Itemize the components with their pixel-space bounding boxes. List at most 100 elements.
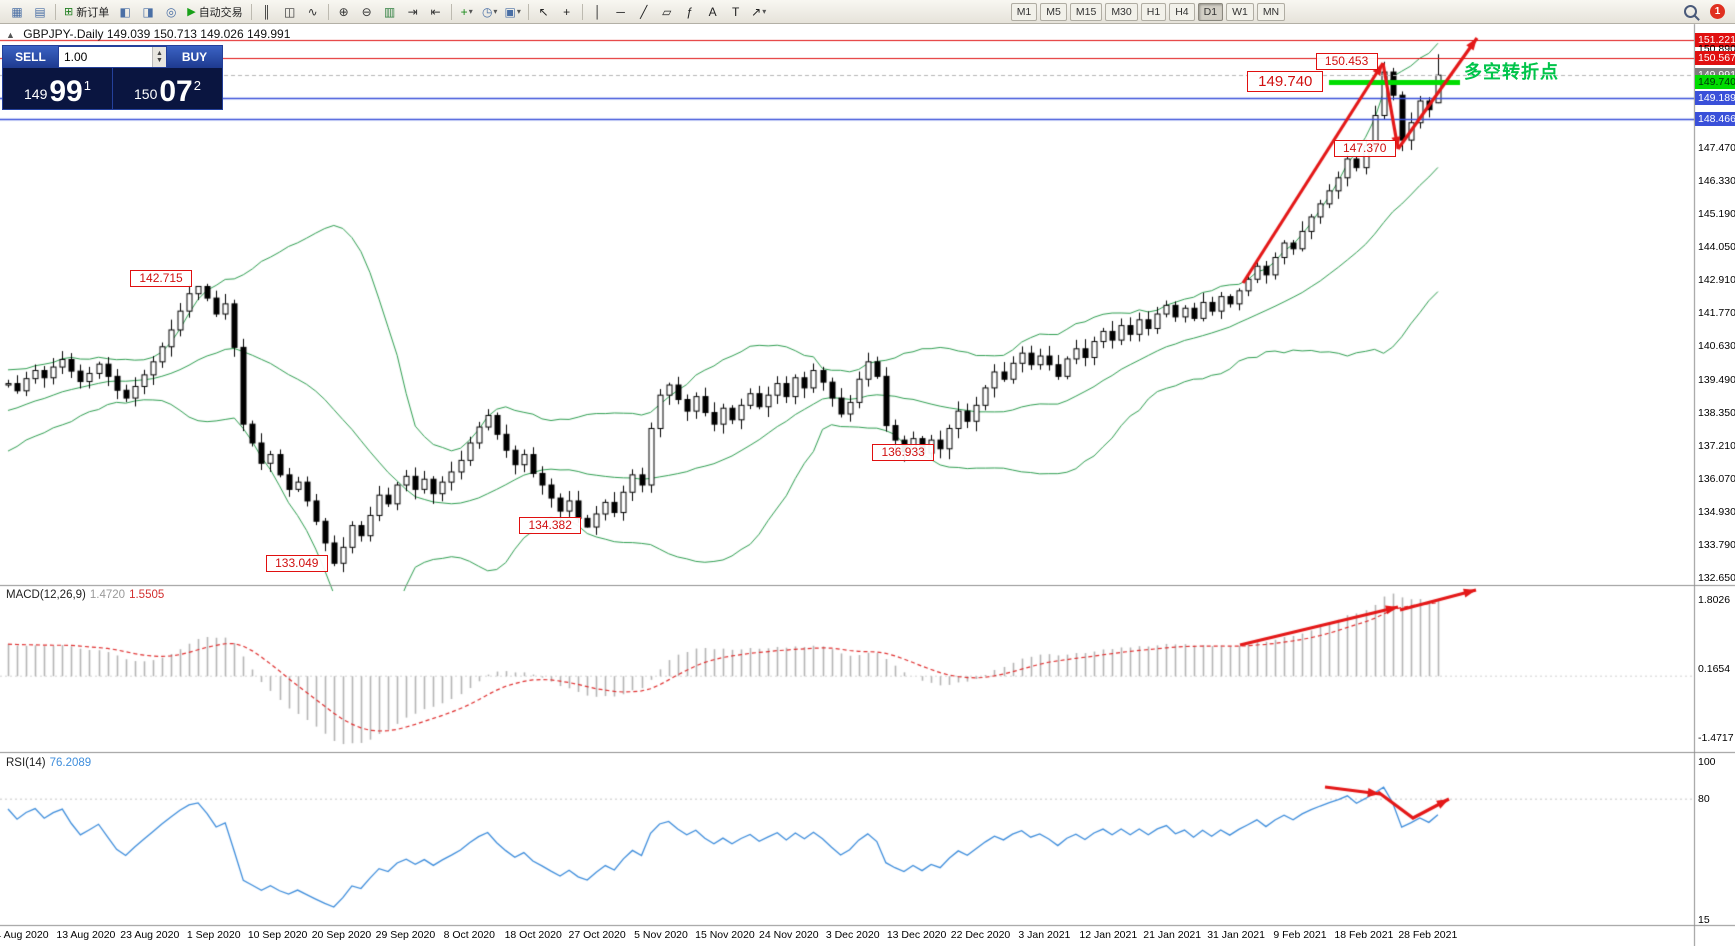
cursor-icon: ↖	[538, 4, 549, 19]
zoom-out-icon[interactable]: ⊖	[356, 1, 378, 22]
time-scale-label: 5 Nov 2020	[634, 929, 688, 941]
price-annotation[interactable]: 147.370	[1333, 139, 1396, 157]
vertical-line-icon[interactable]: │	[587, 1, 609, 22]
time-scale-label: 1 Sep 2020	[186, 929, 241, 941]
timeframe-M1[interactable]: M1	[1010, 2, 1038, 21]
dropdown-caret-icon: ▾	[762, 7, 767, 16]
macd-scale-label: 1.8026	[1698, 594, 1731, 607]
volume-down-icon[interactable]: ▼	[156, 57, 163, 64]
price-scale-label: 141.770	[1698, 307, 1735, 320]
label-icon[interactable]: T	[725, 1, 747, 22]
profiles-icon: ▤	[34, 4, 46, 19]
trendline-icon[interactable]: ╱	[633, 1, 655, 22]
price-scale-label: 139.490	[1698, 373, 1735, 386]
timeframe-H1[interactable]: H1	[1140, 2, 1167, 21]
zoom-in-icon[interactable]: ⊕	[333, 1, 355, 22]
tile-windows-icon[interactable]: ▥	[379, 1, 401, 22]
horizontal-line-icon[interactable]: ─	[610, 1, 632, 22]
timeframe-M5[interactable]: M5	[1040, 2, 1067, 21]
bar-chart-icon[interactable]: ║	[256, 1, 278, 22]
buy-button[interactable]: BUY	[167, 46, 222, 68]
price-annotation[interactable]: 150.453	[1315, 52, 1378, 70]
bid-price[interactable]: 149 99 1	[3, 68, 113, 109]
crosshair-icon[interactable]: +	[556, 1, 578, 22]
data-window-icon[interactable]: ◨	[137, 1, 159, 22]
time-scale-label: 27 Oct 2020	[568, 929, 626, 941]
search-icon[interactable]	[1679, 1, 1701, 22]
timeframe-MN[interactable]: MN	[1256, 2, 1286, 21]
new-order-button[interactable]: ⊞ 新订单	[60, 2, 113, 21]
price-annotation[interactable]: 149.740	[1247, 70, 1324, 92]
cursor-icon[interactable]: ↖	[533, 1, 555, 22]
rsi-label: RSI(14) 76.2089	[6, 757, 92, 769]
timeframe-M15[interactable]: M15	[1069, 2, 1103, 21]
chart-shift-icon[interactable]: ⇤	[425, 1, 447, 22]
arrows-tool-icon[interactable]: ↗ ▾	[748, 1, 770, 22]
equidistant-channel-icon: ▱	[662, 4, 672, 19]
price-annotation[interactable]: 142.715	[130, 270, 193, 288]
rsi-scale-label: 80	[1698, 793, 1710, 806]
templates-icon[interactable]: ▣ ▾	[502, 1, 524, 22]
ask-price[interactable]: 150 07 2	[134, 75, 201, 108]
timeframe-H4[interactable]: H4	[1169, 2, 1195, 21]
toolbar-separator	[581, 3, 583, 20]
fibonacci-icon[interactable]: ƒ	[679, 1, 701, 22]
time-scale-label: 10 Sep 2020	[247, 929, 308, 941]
ohlc-values: 149.039 150.713 149.026 149.991	[106, 27, 291, 41]
timeframe-D1[interactable]: D1	[1197, 2, 1224, 21]
autotrading-button[interactable]: ▶ 自动交易	[183, 2, 246, 21]
indicators-icon[interactable]: + ▾	[456, 1, 478, 22]
price-annotation[interactable]: 136.933	[872, 444, 935, 462]
autotrading-icon: ▶	[187, 6, 196, 18]
volume-field: ▲ ▼	[58, 46, 167, 68]
oneclick-collapse-icon[interactable]: ▲	[6, 30, 15, 40]
text-icon[interactable]: A	[702, 1, 724, 22]
volume-input[interactable]	[59, 47, 152, 67]
time-scale-label: 29 Sep 2020	[375, 929, 436, 941]
periods-icon: ◷	[481, 4, 493, 19]
time-scale-label: 3 Dec 2020	[825, 929, 880, 941]
price-scale-label: 147.470	[1698, 142, 1735, 155]
zoom-in-icon: ⊕	[338, 4, 349, 19]
timeframe-W1[interactable]: W1	[1226, 2, 1254, 21]
navigator-icon: ◎	[165, 4, 177, 19]
label-icon: T	[732, 4, 740, 19]
toolbar-separator	[250, 3, 252, 20]
time-scale-label: 8 Oct 2020	[443, 929, 495, 941]
line-chart-icon[interactable]: ∿	[302, 1, 324, 22]
price-scale-box: 149.740	[1695, 75, 1735, 90]
auto-scroll-icon[interactable]: ⇥	[402, 1, 424, 22]
one-click-trading-panel: SELL ▲ ▼ BUY 149 99 1 150 07 2	[2, 45, 223, 110]
pivot-note[interactable]: 多空转折点	[1464, 62, 1559, 82]
new-chart-icon[interactable]: ▦	[6, 1, 28, 22]
price-scale-label: 146.330	[1698, 175, 1735, 188]
time-scale-label: 22 Dec 2020	[950, 929, 1011, 941]
notification-badge[interactable]: 1	[1710, 4, 1725, 19]
price-scale-label: 142.910	[1698, 274, 1735, 287]
time-scale-label: 9 Feb 2021	[1273, 929, 1327, 941]
volume-up-icon[interactable]: ▲	[156, 50, 163, 57]
equidistant-channel-icon[interactable]: ▱	[656, 1, 678, 22]
dropdown-caret-icon: ▾	[493, 7, 498, 16]
macd-label: MACD(12,26,9) 1.4720 1.5505	[6, 589, 165, 601]
price-annotation[interactable]: 134.382	[519, 516, 582, 534]
price-annotation[interactable]: 133.049	[265, 555, 328, 573]
new-order-icon: ⊞	[64, 6, 74, 18]
new-chart-icon: ▦	[11, 4, 23, 19]
candlestick-chart-icon[interactable]: ◫	[279, 1, 301, 22]
magnifier-icon	[1683, 5, 1697, 18]
vertical-line-icon: │	[593, 4, 602, 19]
profiles-icon[interactable]: ▤	[29, 1, 51, 22]
templates-icon: ▣	[504, 4, 516, 19]
periods-icon[interactable]: ◷ ▾	[479, 1, 501, 22]
toolbar-separator	[450, 3, 452, 20]
timeframe-M30[interactable]: M30	[1105, 2, 1138, 21]
market-watch-icon[interactable]: ◧	[114, 1, 136, 22]
navigator-icon[interactable]: ◎	[160, 1, 182, 22]
trendline-icon: ╱	[640, 4, 648, 19]
sell-button[interactable]: SELL	[3, 46, 58, 68]
bar-chart-icon: ║	[262, 4, 271, 19]
price-scale-box: 151.221	[1695, 32, 1735, 47]
